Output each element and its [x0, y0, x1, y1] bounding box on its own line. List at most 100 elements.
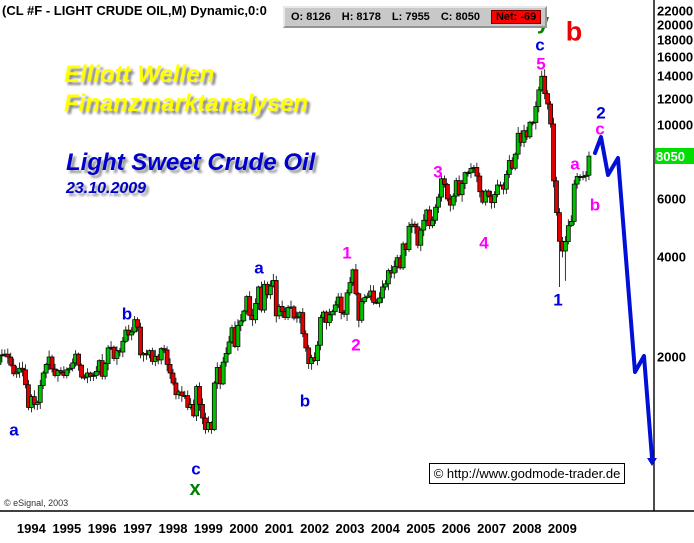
price-tick-12000: 12000	[657, 91, 694, 106]
wave-label-b: b	[589, 195, 601, 215]
wave-label-3: 3	[433, 162, 443, 182]
year-tick-1996: 1996	[87, 521, 117, 536]
candle-up	[55, 370, 61, 376]
candle-up	[326, 314, 332, 323]
price-tick-6000: 6000	[657, 191, 686, 206]
candle-up	[40, 372, 46, 387]
year-tick-2001: 2001	[264, 521, 294, 536]
year-tick-2002: 2002	[300, 521, 330, 536]
candle-up	[123, 329, 129, 342]
candle-down	[138, 326, 143, 356]
candle-up	[347, 282, 353, 294]
candle-down	[300, 312, 306, 335]
wave-label-c: c	[595, 119, 605, 139]
year-tick-2009: 2009	[547, 521, 577, 536]
candle-up	[433, 206, 438, 221]
candle-down	[545, 93, 551, 105]
candle-down	[542, 75, 548, 95]
wave-label-4: 4	[479, 233, 489, 253]
candle-up	[129, 331, 135, 336]
candle-up	[102, 363, 108, 377]
wave-label-1: 1	[553, 290, 563, 310]
candle-up	[562, 241, 568, 252]
candle-up	[329, 311, 335, 316]
candle-up	[70, 362, 76, 369]
window-title: (CL #F - LIGHT CRUDE OIL,M) Dynamic,0:0	[2, 3, 267, 18]
candle-up	[586, 155, 592, 176]
candle-up	[158, 348, 164, 361]
candle-down	[442, 178, 447, 185]
wave-label-b: b	[299, 391, 311, 411]
quote-high: H: 8178	[341, 11, 381, 23]
candle-up	[120, 340, 126, 353]
candle-down	[173, 382, 179, 396]
price-tick-14000: 14000	[657, 68, 694, 84]
candle-up	[383, 283, 388, 288]
year-tick-2008: 2008	[512, 521, 542, 536]
candle-up	[43, 364, 49, 374]
candle-down	[31, 396, 37, 405]
candle-up	[421, 219, 427, 231]
price-tick-2000: 2000	[657, 349, 686, 365]
candle-down	[338, 296, 344, 314]
wave-label-5: 5	[536, 54, 546, 74]
wave-label-a: a	[570, 154, 580, 174]
year-tick-1999: 1999	[193, 521, 223, 536]
candle-up	[93, 371, 99, 376]
candle-up	[114, 350, 120, 359]
candle-up	[459, 183, 465, 196]
candle-down	[20, 367, 25, 371]
last-price-badge: 8050	[655, 148, 694, 165]
branding-line1: Elliott Wellen	[64, 61, 215, 88]
candle-up	[34, 402, 40, 405]
candle-down	[444, 183, 450, 200]
candle-up	[503, 174, 509, 190]
candle-up	[0, 355, 2, 365]
candle-up	[241, 310, 247, 322]
candle-up	[512, 153, 518, 169]
candle-up	[468, 168, 474, 174]
candle-up	[391, 266, 397, 274]
candle-up	[64, 369, 70, 376]
candle-down	[273, 280, 279, 317]
candle-down	[554, 180, 559, 214]
candle-down	[247, 296, 253, 316]
chart-title-name: Light Sweet Crude Oil	[66, 149, 316, 176]
quote-net-badge: Net: -69	[490, 10, 542, 24]
candle-up	[37, 385, 43, 403]
candle-down	[76, 353, 81, 366]
candle-down	[200, 404, 205, 419]
candle-up	[536, 89, 542, 107]
candle-down	[88, 372, 93, 377]
candle-up	[344, 292, 350, 315]
candle-down	[23, 369, 28, 386]
candle-down	[303, 333, 309, 349]
candle-up	[580, 176, 586, 178]
candle-down	[58, 370, 64, 373]
candle-down	[164, 349, 170, 365]
price-tick-16000: 16000	[657, 49, 694, 65]
candle-up	[362, 297, 368, 302]
candle-down	[306, 347, 312, 365]
wave-label-a: a	[254, 258, 264, 278]
candle-up	[568, 221, 574, 227]
year-tick-2004: 2004	[370, 521, 400, 536]
candle-up	[495, 184, 500, 195]
year-tick-2000: 2000	[229, 521, 259, 536]
candle-up	[226, 341, 232, 354]
candle-down	[548, 103, 553, 125]
candle-down	[185, 395, 191, 408]
candle-down	[371, 290, 376, 303]
wave-label-c: c	[535, 35, 545, 55]
esignal-copyright: © eSignal, 2003	[4, 498, 69, 508]
candle-up	[527, 121, 533, 138]
candle-up	[332, 304, 338, 312]
candle-up	[406, 225, 412, 250]
candle-up	[400, 243, 406, 269]
candle-up	[17, 367, 22, 373]
candle-up	[583, 174, 589, 177]
candle-down	[412, 223, 418, 228]
candle-up	[359, 301, 365, 321]
projection-arrowhead	[647, 458, 657, 466]
